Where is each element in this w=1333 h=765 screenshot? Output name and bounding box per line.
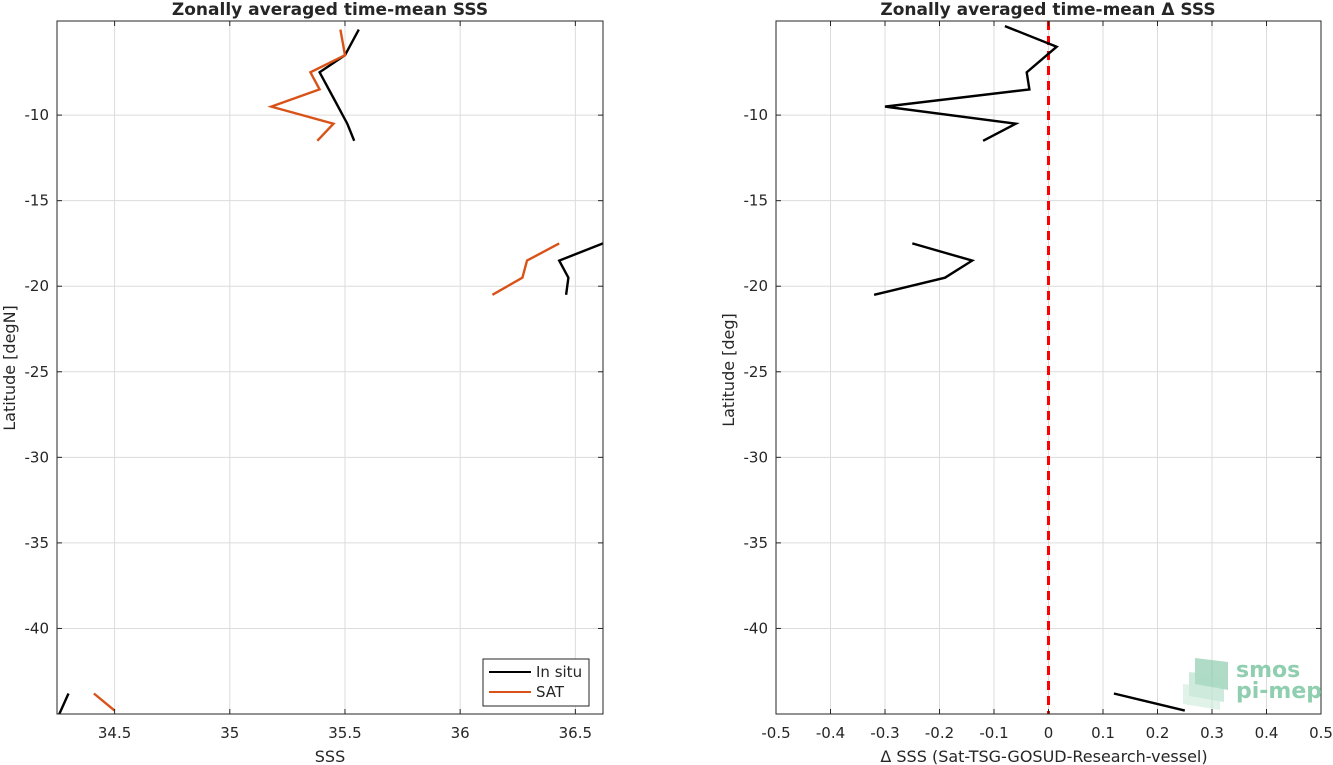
logo-text-smos: smos [1236, 658, 1300, 683]
sss-data-lines [58, 29, 604, 715]
sss-ticks: 34.5 35 35.5 36 36.5 -10 -15 -20 -25 -30 -35 -40 [25, 21, 603, 742]
sss-chart-title: Zonally averaged time-mean SSS [172, 0, 488, 20]
y-tick-label: -30 [744, 448, 769, 466]
y-tick-label: -15 [25, 192, 50, 210]
sss-series-0-segment-2 [58, 693, 70, 715]
sss-plot-area [57, 21, 603, 714]
logo-text-pi-mep: pi-mep [1236, 679, 1322, 704]
y-tick-label: -20 [744, 277, 769, 295]
legend-box [482, 658, 590, 707]
delta-sss-x-axis-label: Δ SSS (Sat-TSG-GOSUD-Research-vessel) [880, 747, 1207, 765]
y-tick-label: -10 [25, 106, 50, 124]
x-tick-label: 0.1 [1091, 724, 1115, 742]
x-tick-label: -0.5 [761, 724, 790, 742]
sss-series-0-segment-1 [557, 242, 604, 295]
x-tick-label: 34.5 [98, 724, 131, 742]
x-tick-label: -0.1 [979, 724, 1008, 742]
y-tick-label: -10 [744, 106, 769, 124]
delta-sss-panel: -0.5 -0.4 -0.3 -0.2 -0.1 0 0.1 0.2 0.3 0.4 0.5 -10 -… [719, 0, 1333, 765]
y-tick-label: -40 [25, 619, 50, 637]
legend-label-in-situ: In situ [536, 663, 582, 681]
logo-layer-3 [1183, 684, 1220, 710]
x-tick-label: -0.2 [925, 724, 954, 742]
y-tick-label: -15 [744, 192, 769, 210]
x-tick-label: 0.4 [1255, 724, 1279, 742]
y-tick-label: -35 [25, 534, 50, 552]
sss-series-1-segment-1 [491, 242, 560, 296]
sss-x-axis-label: SSS [315, 747, 345, 765]
sss-series-0-segment-0 [318, 29, 360, 142]
y-tick-label: -40 [744, 619, 769, 637]
sss-grid [57, 21, 603, 714]
x-tick-label: 0 [1044, 724, 1054, 742]
sss-y-axis-label: Latitude [degN] [0, 305, 19, 431]
y-tick-label: -35 [744, 534, 769, 552]
delta-sss-y-axis-label: Latitude [deg] [719, 313, 738, 427]
x-tick-label: 36 [451, 724, 470, 742]
delta-sss-series-0-segment-1 [873, 242, 976, 296]
delta-sss-data-lines [873, 24, 1186, 712]
delta-sss-series-0-segment-2 [1113, 692, 1186, 712]
x-tick-label: 0.2 [1146, 724, 1170, 742]
delta-sss-chart-title: Zonally averaged time-mean Δ SSS [880, 0, 1215, 20]
y-tick-label: -25 [744, 363, 769, 381]
sss-series-1-segment-2 [93, 692, 116, 712]
sss-panel: 34.5 35 35.5 36 36.5 -10 -15 -20 -25 -30 -35 -40 Zo… [0, 0, 604, 765]
sss-series-1-segment-0 [267, 29, 347, 142]
delta-sss-series-0-segment-0 [884, 24, 1059, 142]
x-tick-label: 0.3 [1200, 724, 1224, 742]
x-tick-label: 35.5 [328, 724, 361, 742]
legend-label-sat: SAT [536, 683, 565, 701]
y-tick-label: -20 [25, 277, 50, 295]
y-tick-label: -25 [25, 363, 50, 381]
x-tick-label: -0.3 [870, 724, 899, 742]
sss-legend: In situ SAT [482, 658, 590, 707]
delta-sss-ticks: -0.5 -0.4 -0.3 -0.2 -0.1 0 0.1 0.2 0.3 0.4 0.5 -10 -… [744, 21, 1333, 742]
sss-axes-box [56, 20, 604, 715]
x-tick-label: 36.5 [559, 724, 592, 742]
x-tick-label: -0.4 [816, 724, 845, 742]
smos-pi-mep-logo: smos pi-mep [1183, 658, 1322, 710]
x-tick-label: 0.5 [1309, 724, 1333, 742]
x-tick-label: 35 [220, 724, 239, 742]
y-tick-label: -30 [25, 448, 50, 466]
